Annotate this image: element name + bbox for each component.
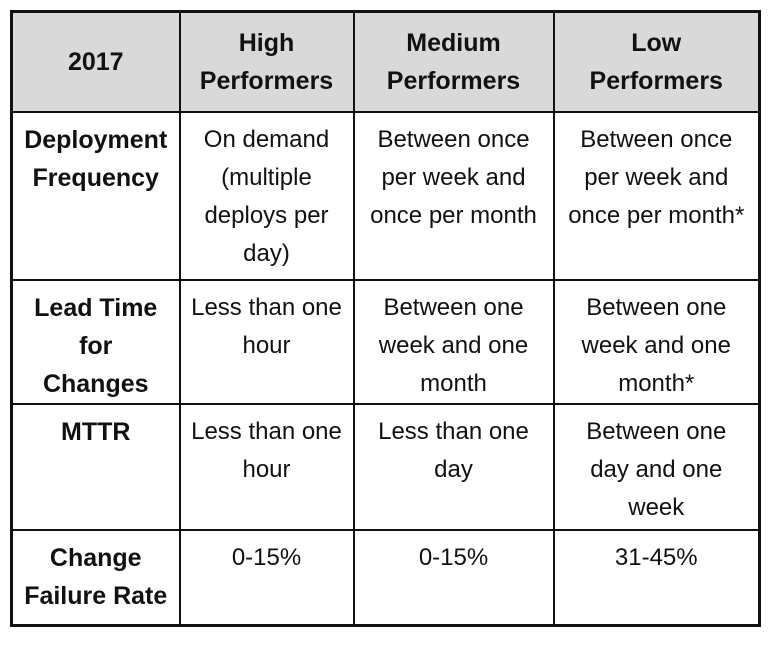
row-label: Lead Time for Changes	[10, 278, 181, 405]
table-row: Lead Time for Changes Less than one hour…	[10, 278, 761, 405]
table-row: Deployment Frequency On demand (multiple…	[10, 110, 761, 281]
cell: Less than one hour	[178, 278, 355, 405]
performance-table: 2017 High Performers Medium Performers L…	[10, 10, 761, 627]
header-cell: 2017	[10, 10, 181, 113]
cell: Between one week and one month	[352, 278, 555, 405]
cell: Between once per week and once per month	[352, 110, 555, 281]
row-label: MTTR	[10, 402, 181, 531]
row-label: Change Failure Rate	[10, 528, 181, 627]
cell: 31-45%	[552, 528, 761, 627]
cell: Between one week and one month*	[552, 278, 761, 405]
header-cell: Medium Performers	[352, 10, 555, 113]
table-header: 2017 High Performers Medium Performers L…	[10, 10, 761, 113]
table-row: Change Failure Rate 0-15% 0-15% 31-45%	[10, 528, 761, 627]
cell: Less than one hour	[178, 402, 355, 531]
row-label: Deployment Frequency	[10, 110, 181, 281]
header-cell: Low Performers	[552, 10, 761, 113]
header-cell: High Performers	[178, 10, 355, 113]
table-body: Deployment Frequency On demand (multiple…	[10, 110, 761, 627]
cell: On demand (multiple deploys per day)	[178, 110, 355, 281]
header-row: 2017 High Performers Medium Performers L…	[10, 10, 761, 113]
cell: 0-15%	[352, 528, 555, 627]
cell: 0-15%	[178, 528, 355, 627]
table-row: MTTR Less than one hour Less than one da…	[10, 402, 761, 531]
cell: Between one day and one week	[552, 402, 761, 531]
cell: Less than one day	[352, 402, 555, 531]
cell: Between once per week and once per month…	[552, 110, 761, 281]
